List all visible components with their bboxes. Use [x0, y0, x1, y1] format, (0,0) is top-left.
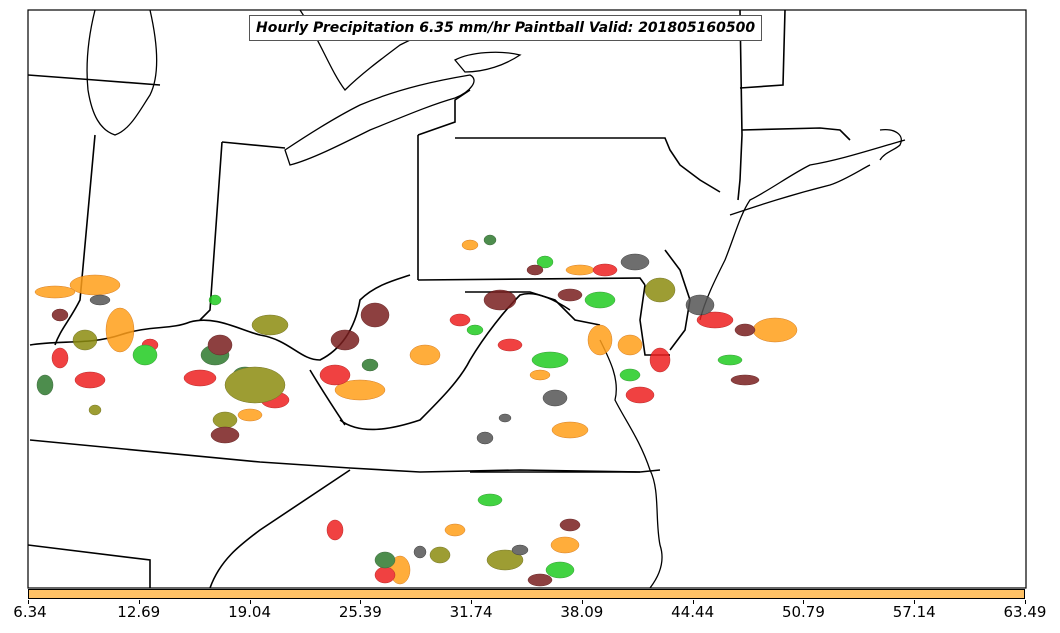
map-border	[27, 9, 1027, 589]
tn-nc-border	[209, 469, 351, 588]
precip-blobs	[34, 234, 798, 587]
in-oh-border	[199, 141, 223, 321]
vt-nh-border	[739, 10, 786, 89]
ky-tn-border	[29, 439, 641, 473]
atlantic-coast	[699, 139, 906, 321]
lake-michigan	[86, 10, 158, 136]
colorbar-tick	[360, 600, 362, 604]
colorbar-tick-label: 63.49	[1003, 603, 1047, 621]
lake-ontario	[453, 51, 522, 73]
ny-ne-border	[737, 10, 743, 201]
il-in-border	[54, 134, 96, 346]
gray-blobs	[89, 253, 715, 559]
coastlines	[86, 10, 906, 588]
olive-blobs	[72, 277, 676, 571]
long-island	[729, 164, 871, 216]
colorbar-tick	[1025, 600, 1026, 604]
cape-cod	[879, 129, 902, 161]
colorbar-tick-label: 44.44	[671, 603, 715, 621]
tn-south	[28, 544, 151, 588]
maroon-blobs	[51, 264, 760, 587]
colorbar-tick-label: 31.74	[449, 603, 493, 621]
pa-north-border	[417, 89, 471, 136]
red-blobs	[51, 263, 734, 584]
colorbar-tick-label: 38.09	[560, 603, 604, 621]
colorbar-tick-label: 50.79	[781, 603, 825, 621]
mi-border	[28, 74, 161, 86]
chesapeake-coast	[599, 339, 663, 588]
state-borders	[28, 10, 851, 588]
colorbar-tick	[249, 600, 251, 604]
wv-va-border	[339, 292, 571, 431]
colorbar-tick-label: 25.39	[338, 603, 382, 621]
ny-pa-border	[455, 137, 721, 193]
colorbar-tick-label: 12.69	[117, 603, 161, 621]
colorbar-tick	[914, 600, 916, 604]
colorbar-tick	[692, 600, 694, 604]
colorbar-tick	[803, 600, 805, 604]
colorbar-tick-label: 6.34	[13, 603, 47, 621]
colorbar	[28, 589, 1025, 599]
orange-blobs	[34, 239, 798, 585]
oh-north-border	[221, 141, 286, 149]
green-blobs	[132, 255, 743, 579]
colorbar-tick-label: 57.14	[892, 603, 936, 621]
wv-ky-border	[309, 369, 346, 426]
va-nc-border	[470, 469, 661, 473]
ma-south-border	[741, 127, 851, 141]
pa-south-border	[417, 277, 646, 286]
lake-erie	[284, 74, 475, 166]
colorbar-tick	[581, 600, 583, 604]
colorbar-tick-label: 19.04	[228, 603, 272, 621]
map-title: Hourly Precipitation 6.35 mm/hr Paintbal…	[249, 15, 763, 41]
colorbar-tick	[138, 600, 140, 604]
colorbar-tick	[471, 600, 473, 604]
colorbar-tick	[28, 600, 29, 604]
